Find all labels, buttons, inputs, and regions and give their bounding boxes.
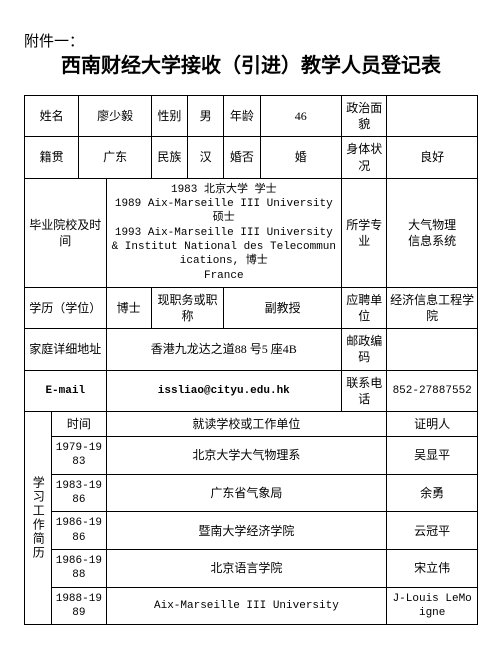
label-phone: 联系电话 xyxy=(342,370,387,411)
val-employer: 经济信息工程学院 xyxy=(387,287,478,328)
label-major: 所学专业 xyxy=(342,178,387,287)
label-employer: 应聘单位 xyxy=(342,287,387,328)
resume-period: 1988-1989 xyxy=(52,587,106,625)
label-gender: 性别 xyxy=(151,96,187,137)
resume-period: 1986-1988 xyxy=(52,549,106,587)
label-degree: 学历（学位） xyxy=(25,287,107,328)
resume-period: 1983-1986 xyxy=(52,474,106,512)
val-address: 香港九龙达之道88 号5 座4B xyxy=(106,329,342,370)
label-ethnic: 民族 xyxy=(151,137,187,178)
label-postcode: 邮政编码 xyxy=(342,329,387,370)
val-native: 广东 xyxy=(79,137,151,178)
val-health: 良好 xyxy=(387,137,478,178)
label-political: 政治面貌 xyxy=(342,96,387,137)
val-phone: 852-27887552 xyxy=(387,370,478,411)
resume-place: 暨南大学经济学院 xyxy=(106,512,387,550)
val-email: issliao@cityu.edu.hk xyxy=(106,370,342,411)
label-current-title: 现职务或职称 xyxy=(151,287,223,328)
resume-witness: 吴显平 xyxy=(387,437,478,475)
resume-place: 北京语言学院 xyxy=(106,549,387,587)
val-grad-school: 1983 北京大学 学士 1989 Aix-Marseille III Univ… xyxy=(106,178,342,287)
page-title: 西南财经大学接收（引进）教学人员登记表 xyxy=(24,53,478,79)
label-school-work: 就读学校或工作单位 xyxy=(106,411,387,436)
label-name: 姓名 xyxy=(25,96,79,137)
label-address: 家庭详细地址 xyxy=(25,329,107,370)
resume-witness: J-Louis LeMoigne xyxy=(387,587,478,625)
val-gender: 男 xyxy=(188,96,224,137)
registration-table: 姓名 廖少毅 性别 男 年龄 46 政治面貌 籍贯 广东 民族 汉 婚否 婚 身… xyxy=(24,95,478,625)
resume-place: 北京大学大气物理系 xyxy=(106,437,387,475)
label-native: 籍贯 xyxy=(25,137,79,178)
val-age: 46 xyxy=(260,96,342,137)
resume-period: 1979-1983 xyxy=(52,437,106,475)
resume-place: Aix-Marseille III University xyxy=(106,587,387,625)
resume-witness: 宋立伟 xyxy=(387,549,478,587)
resume-witness: 云冠平 xyxy=(387,512,478,550)
label-email: E-mail xyxy=(25,370,107,411)
val-degree: 博士 xyxy=(106,287,151,328)
val-major: 大气物理 信息系统 xyxy=(387,178,478,287)
val-postcode xyxy=(387,329,478,370)
resume-witness: 余勇 xyxy=(387,474,478,512)
label-health: 身体状况 xyxy=(342,137,387,178)
label-marital: 婚否 xyxy=(224,137,260,178)
val-marital: 婚 xyxy=(260,137,342,178)
resume-period: 1986-1986 xyxy=(52,512,106,550)
val-name: 廖少毅 xyxy=(79,96,151,137)
label-period: 时间 xyxy=(52,411,106,436)
label-witness: 证明人 xyxy=(387,411,478,436)
val-current-title: 副教授 xyxy=(224,287,342,328)
pre-title: 附件一： xyxy=(24,30,478,51)
resume-place: 广东省气象局 xyxy=(106,474,387,512)
label-grad-school: 毕业院校及时间 xyxy=(25,178,107,287)
label-age: 年龄 xyxy=(224,96,260,137)
val-political xyxy=(387,96,478,137)
val-ethnic: 汉 xyxy=(188,137,224,178)
label-resume: 学习工作简历 xyxy=(25,411,52,624)
